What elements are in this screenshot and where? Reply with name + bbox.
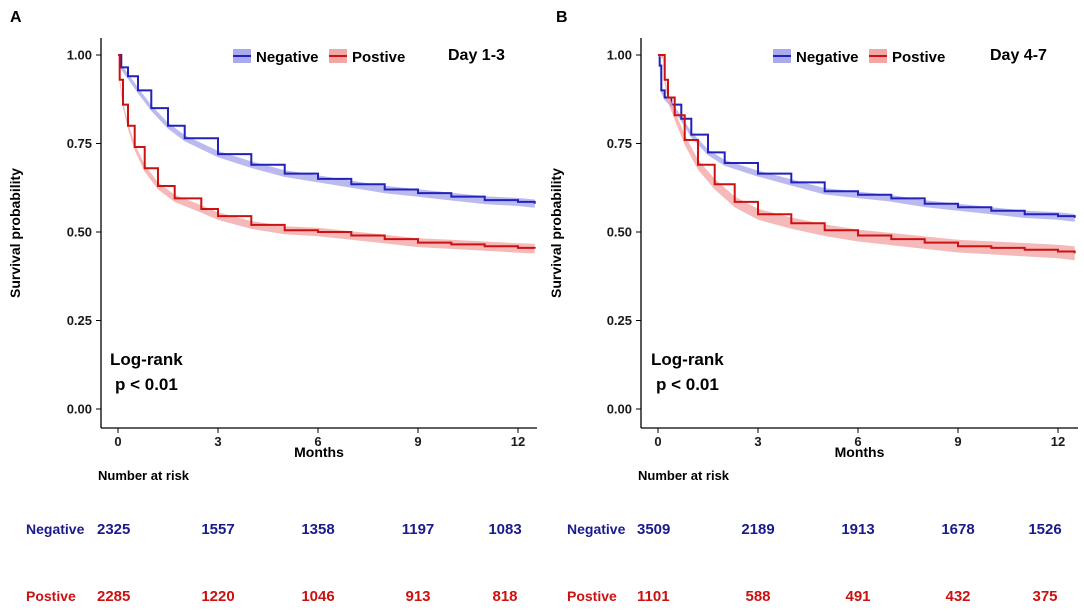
logrank-pvalue: p < 0.01 <box>656 375 719 394</box>
risk-row-label-postive: Postive <box>567 588 617 604</box>
y-tick-label: 0.25 <box>607 313 632 328</box>
risk-value: 1913 <box>841 521 874 538</box>
chart-panel-B: B 0.00 0.25 0.50 0.75 1.00 0 3 6 9 12 Months Surviva… <box>548 9 1078 605</box>
x-tick-label: 12 <box>1051 434 1065 449</box>
risk-value: 1220 <box>201 588 234 605</box>
survival-curve-negative <box>118 54 536 204</box>
risk-value: 1197 <box>402 521 435 538</box>
y-tick-label: 0.50 <box>607 225 632 240</box>
x-tick-label: 12 <box>511 434 525 449</box>
risk-value: 432 <box>945 588 970 605</box>
legend-label-postive: Postive <box>352 49 405 66</box>
x-tick-label: 0 <box>114 434 121 449</box>
x-tick-label: 9 <box>954 434 961 449</box>
y-tick-label: 0.75 <box>607 136 632 151</box>
risk-value: 1526 <box>1028 521 1061 538</box>
y-axis-label: Survival probability <box>7 168 23 298</box>
risk-value: 1557 <box>201 521 234 538</box>
survival-curve-postive <box>118 54 536 249</box>
ci-band-postive <box>118 55 535 254</box>
x-tick-label: 3 <box>214 434 221 449</box>
y-tick-label: 1.00 <box>607 48 632 63</box>
x-tick-label: 3 <box>754 434 761 449</box>
risk-value: 818 <box>492 588 517 605</box>
risk-value: 491 <box>845 588 870 605</box>
risk-table-title: Number at risk <box>98 468 190 483</box>
risk-value: 588 <box>745 588 770 605</box>
risk-value: 1046 <box>301 588 334 605</box>
risk-row-label-negative: Negative <box>567 521 626 537</box>
risk-value: 3509 <box>637 521 670 538</box>
x-tick-label: 9 <box>414 434 421 449</box>
y-tick-label: 0.25 <box>67 313 92 328</box>
y-tick-label: 1.00 <box>67 48 92 63</box>
risk-value: 2325 <box>97 521 130 538</box>
logrank-label: Log-rank <box>651 350 724 369</box>
risk-value: 1678 <box>941 521 974 538</box>
legend-label-postive: Postive <box>892 49 945 66</box>
x-tick-label: 6 <box>314 434 321 449</box>
logrank-label: Log-rank <box>110 350 183 369</box>
risk-row-label-postive: Postive <box>26 588 76 604</box>
ci-band-negative <box>118 55 535 208</box>
panel-letter: B <box>556 9 568 26</box>
survival-curve-postive <box>658 54 1076 254</box>
y-tick-label: 0.00 <box>607 402 632 417</box>
x-tick-label: 6 <box>854 434 861 449</box>
y-tick-label: 0.50 <box>67 225 92 240</box>
ci-band-negative <box>658 55 1075 222</box>
x-tick-label: 0 <box>654 434 661 449</box>
risk-table-title: Number at risk <box>638 468 730 483</box>
risk-value: 1358 <box>301 521 334 538</box>
panel-title: Day 1-3 <box>448 47 505 64</box>
legend-label-negative: Negative <box>796 49 859 66</box>
x-axis-label: Months <box>294 444 344 460</box>
panel-letter: A <box>10 9 22 26</box>
risk-value: 375 <box>1032 588 1057 605</box>
y-tick-label: 0.75 <box>67 136 92 151</box>
risk-value: 2285 <box>97 588 130 605</box>
risk-value: 1101 <box>637 588 670 605</box>
legend-label-negative: Negative <box>256 49 319 66</box>
chart-panel-A: A 0.00 0.25 0.50 0.75 1.00 0 3 6 9 12 Months Surviva… <box>7 9 537 605</box>
survival-curve-negative <box>658 54 1076 218</box>
y-axis-label: Survival probability <box>548 168 564 298</box>
logrank-pvalue: p < 0.01 <box>115 375 178 394</box>
risk-value: 2189 <box>741 521 774 538</box>
risk-row-label-negative: Negative <box>26 521 85 537</box>
y-tick-label: 0.00 <box>67 402 92 417</box>
panel-title: Day 4-7 <box>990 47 1047 64</box>
x-axis-label: Months <box>835 444 885 460</box>
risk-value: 1083 <box>488 521 521 538</box>
risk-value: 913 <box>405 588 430 605</box>
